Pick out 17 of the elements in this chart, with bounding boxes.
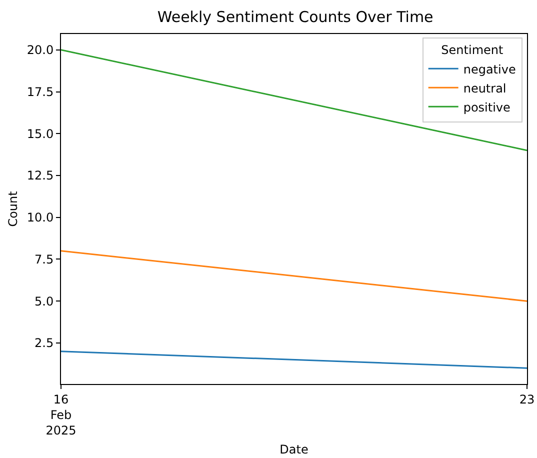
legend-label: positive bbox=[463, 100, 510, 114]
legend-label: neutral bbox=[463, 81, 506, 96]
legend-label: negative bbox=[463, 62, 516, 76]
y-tick-label: 5.0 bbox=[34, 294, 54, 308]
y-tick-label: 15.0 bbox=[26, 126, 54, 141]
y-tick-label: 7.5 bbox=[34, 252, 54, 266]
legend-title: Sentiment bbox=[441, 43, 504, 58]
y-tick-label: 10.0 bbox=[26, 210, 54, 225]
x-axis-title: Date bbox=[280, 442, 308, 456]
y-tick-label: 20.0 bbox=[26, 43, 54, 58]
y-tick-label: 12.5 bbox=[26, 168, 54, 183]
y-axis-title: Count bbox=[6, 190, 20, 227]
chart-title: Weekly Sentiment Counts Over Time bbox=[157, 8, 434, 26]
y-tick-label: 17.5 bbox=[26, 84, 54, 99]
x-tick-label: 16 Feb 2025 bbox=[46, 392, 76, 438]
y-tick-label: 2.5 bbox=[34, 336, 54, 350]
x-tick-label: 23 bbox=[519, 392, 535, 406]
